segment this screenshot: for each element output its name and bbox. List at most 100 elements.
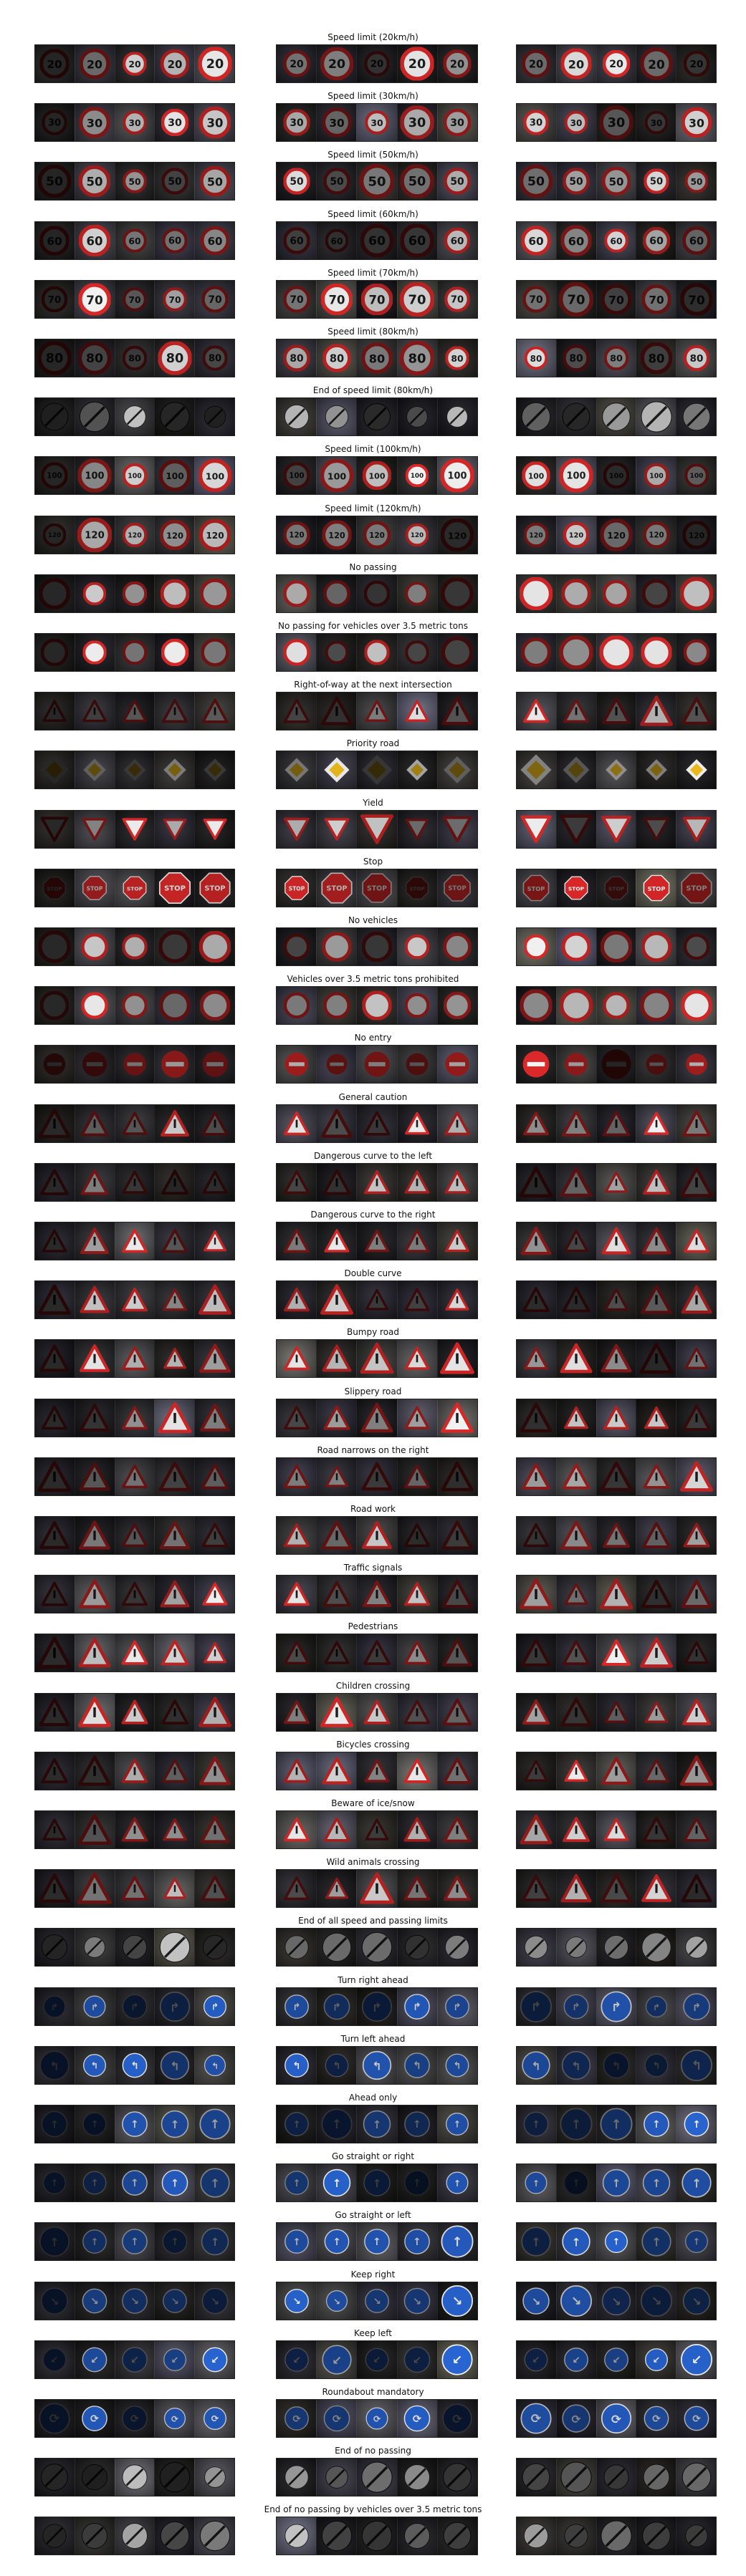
sample-image xyxy=(356,751,397,789)
sample-strip xyxy=(516,1869,717,1909)
svg-text:↘: ↘ xyxy=(50,2295,59,2308)
traffic-sign-icon xyxy=(322,1933,352,1962)
traffic-sign-icon xyxy=(283,1817,310,1842)
traffic-sign-icon: 100 xyxy=(522,461,550,490)
sample-image: 20 xyxy=(596,45,636,82)
traffic-sign-icon: ↱ xyxy=(404,1993,431,2020)
sample-image xyxy=(154,2517,195,2555)
sample-image xyxy=(396,574,437,612)
sample-image xyxy=(676,928,716,965)
sample-image xyxy=(114,634,155,671)
sample-image xyxy=(676,1399,716,1437)
traffic-sign-icon: 100 xyxy=(158,460,191,492)
svg-text:50: 50 xyxy=(168,176,181,188)
svg-text:↰: ↰ xyxy=(571,2059,581,2073)
svg-text:↑: ↑ xyxy=(452,2235,463,2250)
traffic-sign-icon: ↱ xyxy=(43,1995,66,2018)
sample-image: ↑ xyxy=(636,2105,676,2143)
traffic-sign-icon: 50 xyxy=(360,164,394,199)
sample-image xyxy=(35,1163,75,1201)
sample-image xyxy=(636,634,676,671)
sample-image: ↱ xyxy=(114,1987,155,2025)
svg-text:30: 30 xyxy=(689,117,704,130)
sample-image: 50 xyxy=(316,163,357,201)
traffic-sign-icon xyxy=(601,1227,631,1255)
svg-text:60: 60 xyxy=(408,234,426,249)
traffic-sign-icon xyxy=(325,405,348,429)
sample-strip xyxy=(516,1339,717,1379)
traffic-sign-icon: 70 xyxy=(601,284,631,314)
traffic-sign-icon: ↑ xyxy=(684,2111,709,2137)
traffic-sign-icon: ↱ xyxy=(682,1992,710,2020)
traffic-sign-icon xyxy=(322,1169,351,1195)
sample-image xyxy=(154,398,195,436)
traffic-sign-icon xyxy=(681,990,712,1021)
sample-image xyxy=(396,634,437,671)
sample-image xyxy=(74,1929,115,1967)
traffic-sign-icon xyxy=(163,818,187,840)
traffic-sign-icon xyxy=(122,1935,148,1960)
svg-text:↙: ↙ xyxy=(332,2353,342,2367)
traffic-sign-icon xyxy=(363,1111,391,1136)
sample-image xyxy=(277,634,317,671)
sample-image: ↑ xyxy=(636,2164,676,2202)
sample-image xyxy=(35,1752,75,1790)
sample-image: 70 xyxy=(154,280,195,318)
traffic-sign-icon: ↰ xyxy=(122,2052,148,2078)
traffic-sign-icon xyxy=(159,1932,191,1963)
traffic-sign-icon: 80 xyxy=(640,342,672,374)
traffic-sign-icon xyxy=(403,1876,431,1901)
traffic-sign-icon xyxy=(520,577,553,610)
traffic-sign-icon xyxy=(160,579,189,608)
sample-image xyxy=(555,1517,596,1554)
svg-text:STOP: STOP xyxy=(409,885,425,892)
traffic-sign-icon xyxy=(364,1759,390,1783)
traffic-sign-icon xyxy=(603,1935,629,1960)
sample-image: 120 xyxy=(676,516,716,554)
sample-image xyxy=(154,810,195,848)
sample-image xyxy=(396,928,437,965)
sample-image xyxy=(35,1811,75,1848)
sample-image: ↙ xyxy=(194,2340,234,2378)
traffic-sign-icon xyxy=(160,1109,189,1137)
sample-image: 100 xyxy=(676,457,716,495)
svg-text:↰: ↰ xyxy=(372,2059,382,2073)
traffic-sign-icon: ↑ xyxy=(82,2171,107,2195)
svg-text:↑: ↑ xyxy=(91,2237,99,2248)
traffic-sign-icon xyxy=(445,1935,470,1960)
sample-strip xyxy=(276,574,478,613)
sample-image: ↱ xyxy=(636,1987,676,2025)
sample-image xyxy=(277,2459,317,2497)
sample-strip xyxy=(34,1751,235,1790)
sample-image xyxy=(676,2459,716,2497)
traffic-sign-icon xyxy=(404,1405,430,1429)
traffic-sign-icon xyxy=(404,1523,431,1548)
traffic-sign-icon xyxy=(161,1758,188,1783)
traffic-sign-icon: 50 xyxy=(644,168,669,194)
sample-image xyxy=(35,1870,75,1908)
sample-strip: ↙ ↙ ↙ ↙ ↙ xyxy=(516,2340,717,2379)
sample-image: ↑ xyxy=(555,2164,596,2202)
sample-strip xyxy=(516,1575,717,1614)
sample-image xyxy=(396,1811,437,1848)
traffic-sign-icon xyxy=(564,1583,588,1606)
sample-image xyxy=(517,1811,556,1848)
sample-image xyxy=(154,1281,195,1319)
sample-image xyxy=(396,810,437,848)
traffic-sign-icon: 100 xyxy=(440,458,474,493)
sample-image: 30 xyxy=(555,104,596,142)
traffic-sign-icon: ↰ xyxy=(680,2049,712,2081)
sample-image xyxy=(596,2517,636,2555)
svg-text:↰: ↰ xyxy=(49,2059,59,2073)
traffic-sign-icon: ↰ xyxy=(83,2053,107,2077)
traffic-sign-icon xyxy=(361,2521,393,2552)
svg-text:30: 30 xyxy=(206,117,223,130)
sample-image xyxy=(517,2517,556,2555)
traffic-sign-icon: 80 xyxy=(445,346,469,370)
sample-strip: ↱ ↱ ↱ ↱ ↱ xyxy=(276,1987,478,2026)
sample-image xyxy=(396,1634,437,1672)
traffic-sign-icon: 50 xyxy=(563,168,590,195)
svg-text:STOP: STOP xyxy=(326,884,347,892)
traffic-sign-icon xyxy=(283,993,310,1019)
traffic-sign-icon xyxy=(325,1877,348,1899)
